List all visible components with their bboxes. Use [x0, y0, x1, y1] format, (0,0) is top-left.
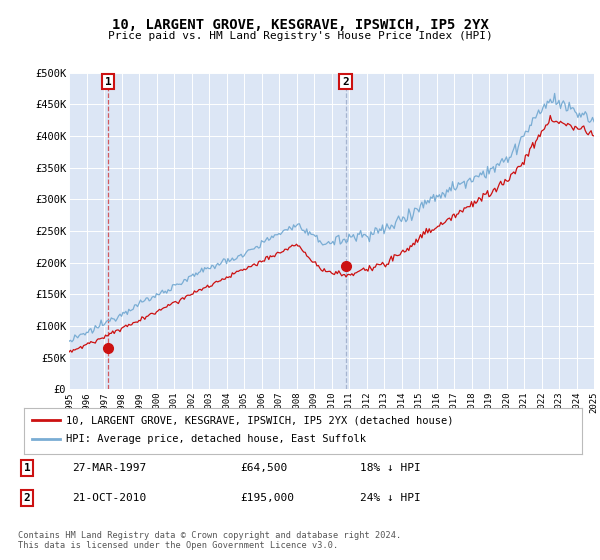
Text: 2: 2 [342, 77, 349, 87]
Text: 24% ↓ HPI: 24% ↓ HPI [360, 493, 421, 503]
Text: 1: 1 [23, 463, 31, 473]
Text: 10, LARGENT GROVE, KESGRAVE, IPSWICH, IP5 2YX (detached house): 10, LARGENT GROVE, KESGRAVE, IPSWICH, IP… [66, 415, 454, 425]
Text: £64,500: £64,500 [240, 463, 287, 473]
Text: 2: 2 [23, 493, 31, 503]
Text: HPI: Average price, detached house, East Suffolk: HPI: Average price, detached house, East… [66, 435, 366, 445]
Text: £195,000: £195,000 [240, 493, 294, 503]
Text: 1: 1 [104, 77, 112, 87]
Text: 27-MAR-1997: 27-MAR-1997 [72, 463, 146, 473]
Text: 18% ↓ HPI: 18% ↓ HPI [360, 463, 421, 473]
Text: 10, LARGENT GROVE, KESGRAVE, IPSWICH, IP5 2YX: 10, LARGENT GROVE, KESGRAVE, IPSWICH, IP… [112, 18, 488, 32]
Text: Price paid vs. HM Land Registry's House Price Index (HPI): Price paid vs. HM Land Registry's House … [107, 31, 493, 41]
Text: Contains HM Land Registry data © Crown copyright and database right 2024.
This d: Contains HM Land Registry data © Crown c… [18, 531, 401, 550]
Text: 21-OCT-2010: 21-OCT-2010 [72, 493, 146, 503]
